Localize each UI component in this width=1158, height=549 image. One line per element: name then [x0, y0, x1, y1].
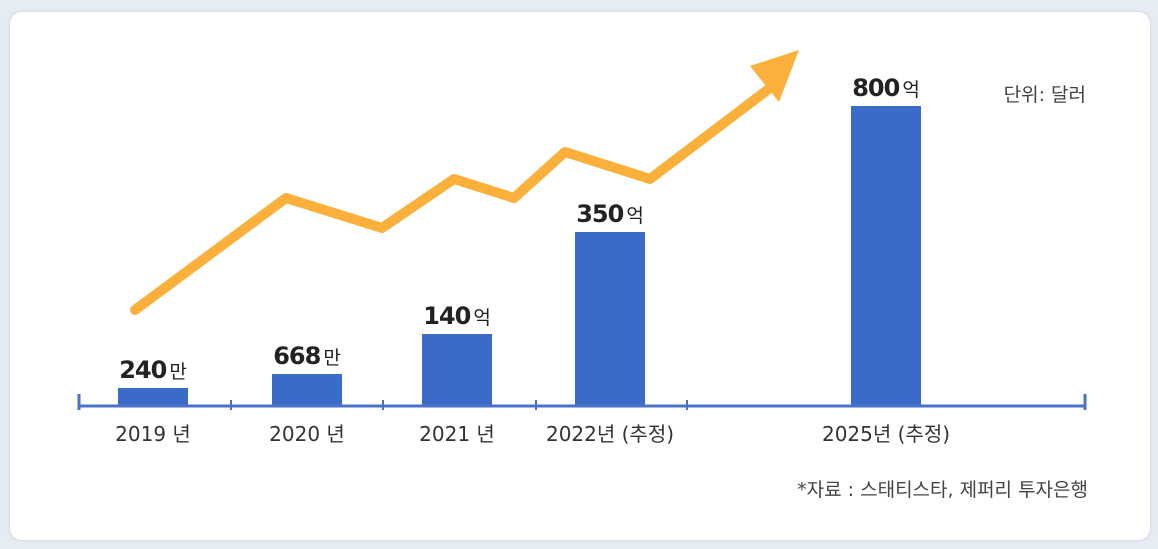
data-label-3: 140 억 — [423, 302, 491, 330]
category-label-1: 2019 년 — [115, 422, 191, 446]
data-label-unit: 만 — [169, 361, 186, 383]
data-label-unit: 억 — [626, 205, 643, 227]
category-label-5: 2025년 (추정) — [822, 422, 950, 446]
x-axis: 2019 년 2020 년 2021 년 2022년 (추정) 2025년 (추정) — [77, 394, 1087, 446]
trend-arrow-line — [130, 83, 775, 315]
data-label-1: 240 만 — [119, 356, 187, 384]
trend-arrow-head — [750, 50, 799, 102]
bar-2 — [272, 374, 342, 406]
data-label-unit: 만 — [323, 347, 340, 369]
data-label-unit: 억 — [902, 79, 919, 101]
bar-5 — [851, 106, 921, 406]
category-label-3: 2021 년 — [419, 422, 495, 446]
source-note: *자료 : 스태티스타, 제퍼리 투자은행 — [797, 479, 1088, 501]
bar-4 — [575, 232, 645, 406]
data-label-number: 140 — [423, 302, 470, 330]
data-label-number: 668 — [273, 342, 320, 370]
data-label-4: 350 억 — [576, 200, 644, 228]
category-label-4: 2022년 (추정) — [546, 422, 674, 446]
data-label-number: 350 — [576, 200, 623, 228]
unit-label: 단위: 달러 — [1004, 84, 1086, 106]
data-label-unit: 억 — [473, 307, 490, 329]
data-label-number: 800 — [852, 74, 899, 102]
data-label-number: 240 — [119, 356, 166, 384]
category-label-2: 2020 년 — [269, 422, 345, 446]
data-label-2: 668 만 — [273, 342, 341, 370]
bar-1 — [118, 388, 188, 406]
bar-3 — [422, 334, 492, 406]
trend-arrow — [130, 50, 799, 315]
data-label-5: 800 억 — [852, 74, 920, 102]
